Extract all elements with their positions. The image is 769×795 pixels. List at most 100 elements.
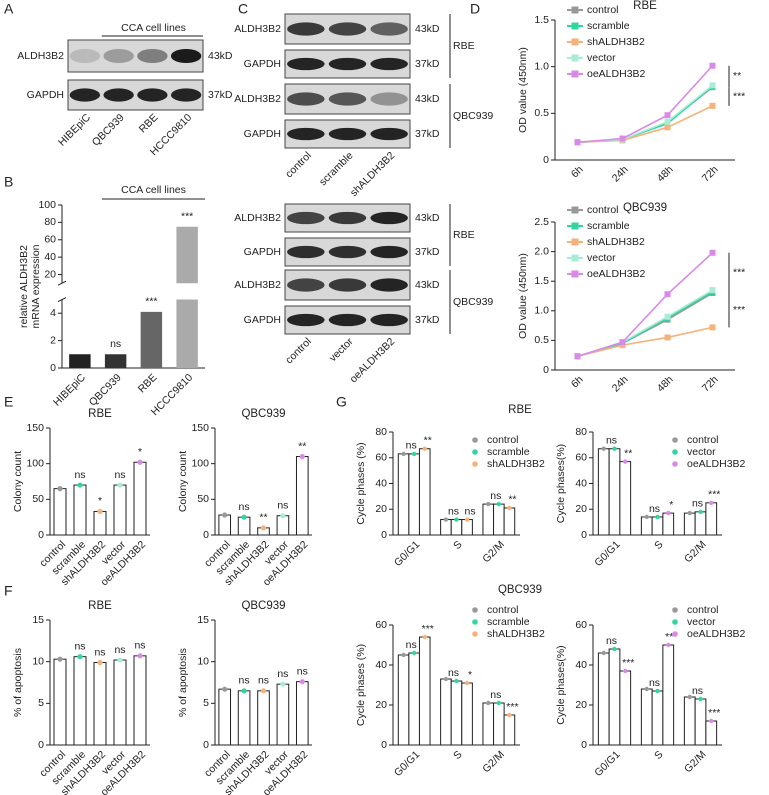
significance: ns	[692, 498, 703, 510]
significance: ns	[606, 635, 617, 647]
blot-band	[287, 278, 325, 292]
significance: ***	[708, 489, 720, 501]
bar	[651, 690, 664, 746]
panel-letter: G	[336, 394, 347, 410]
size-label: 37kD	[415, 246, 440, 258]
size-label: 43kD	[208, 50, 233, 62]
blot-band	[370, 245, 408, 259]
bar	[93, 510, 107, 536]
mean-dot	[77, 482, 83, 488]
y-axis-label: relative ALDH3B2	[18, 245, 30, 328]
bar	[640, 516, 653, 536]
blot-band	[69, 48, 101, 64]
bar	[503, 507, 516, 536]
bar	[295, 681, 309, 746]
y-tick-label: 0	[38, 739, 44, 751]
blot-band	[137, 88, 168, 102]
mean-dot	[57, 486, 63, 492]
bar	[482, 702, 495, 746]
bar	[295, 456, 309, 536]
mean-dot	[507, 505, 512, 511]
mean-dot	[496, 700, 502, 706]
bar	[450, 519, 463, 536]
y-tick-label: 20	[375, 699, 387, 711]
legend-label: scramble	[487, 446, 530, 458]
mean-dot	[77, 654, 83, 660]
blot-band	[370, 92, 408, 106]
y-tick-label: 60	[575, 619, 587, 631]
blot-band	[287, 92, 325, 106]
legend-label: control	[687, 434, 719, 446]
bar	[694, 698, 707, 746]
significance: ns	[448, 667, 459, 679]
legend-marker	[571, 22, 579, 30]
y-axis-label: OD value (450nm)	[517, 47, 529, 133]
legend-label: control	[587, 204, 619, 216]
blot-band	[170, 88, 202, 102]
legend-marker	[571, 254, 579, 262]
blot-band	[287, 211, 325, 225]
x-tick-label: G2/M	[682, 749, 709, 776]
bar	[662, 644, 675, 746]
x-tick-label: G0/G1	[392, 748, 422, 778]
legend-label: shALDH3B2	[487, 628, 545, 640]
mean-dot	[612, 446, 617, 451]
row-label: ALDH3B2	[17, 50, 64, 62]
legend-label: shALDH3B2	[487, 458, 545, 470]
mean-dot	[222, 686, 228, 692]
mean-dot	[443, 676, 449, 682]
panel-letter: A	[4, 1, 14, 17]
blot-band	[287, 245, 325, 259]
y-tick-label: 10	[197, 655, 209, 667]
point	[619, 135, 626, 142]
y-tick-label: 40	[575, 659, 587, 671]
y-tick-label: 0	[581, 739, 587, 751]
legend-marker	[672, 631, 678, 637]
y-tick-label: 0.5	[534, 334, 549, 346]
x-tick-label: 48h	[655, 373, 676, 394]
legend-marker	[472, 461, 478, 467]
legend-label: control	[587, 4, 619, 16]
y-tick-label: 40	[375, 477, 387, 489]
legend-marker	[571, 238, 579, 246]
mean-dot	[454, 517, 459, 522]
x-tick-label: QBC939	[87, 371, 124, 408]
bar	[597, 652, 610, 746]
significance: ns	[74, 469, 85, 481]
significance: ns	[134, 640, 145, 652]
row-label: GAPDH	[244, 128, 281, 140]
panel-letter: B	[4, 174, 13, 190]
y-tick-label: 20	[575, 699, 587, 711]
bar	[418, 636, 431, 746]
y-tick-label: 5	[38, 697, 44, 709]
mean-dot	[97, 659, 103, 666]
point	[664, 313, 671, 320]
legend-marker	[571, 206, 579, 214]
mean-dot	[137, 459, 143, 465]
mean-dot	[222, 512, 228, 518]
y-tick-label: 0.5	[534, 107, 549, 119]
mean-dot	[241, 688, 247, 694]
mean-dot	[411, 650, 417, 656]
mean-dot	[422, 446, 427, 451]
header: CCA cell lines	[121, 184, 186, 196]
significance: ns	[649, 677, 660, 689]
significance: ns	[692, 685, 703, 697]
legend-label: vector	[587, 52, 616, 64]
point	[709, 287, 716, 294]
group-label: RBE	[453, 40, 475, 52]
blot-band	[287, 127, 325, 141]
blot-band	[69, 88, 101, 102]
legend-marker	[571, 38, 579, 46]
mean-dot	[644, 514, 649, 520]
bar	[493, 702, 505, 746]
legend-marker	[571, 270, 579, 278]
y-tick-label: 40	[375, 659, 387, 671]
y-tick-label: 5	[203, 697, 209, 709]
panel-letter: C	[238, 1, 248, 17]
bar	[640, 688, 653, 746]
bar	[705, 720, 718, 746]
mean-dot	[644, 686, 649, 692]
legend-label: control	[487, 434, 519, 446]
mean-dot	[486, 700, 491, 706]
